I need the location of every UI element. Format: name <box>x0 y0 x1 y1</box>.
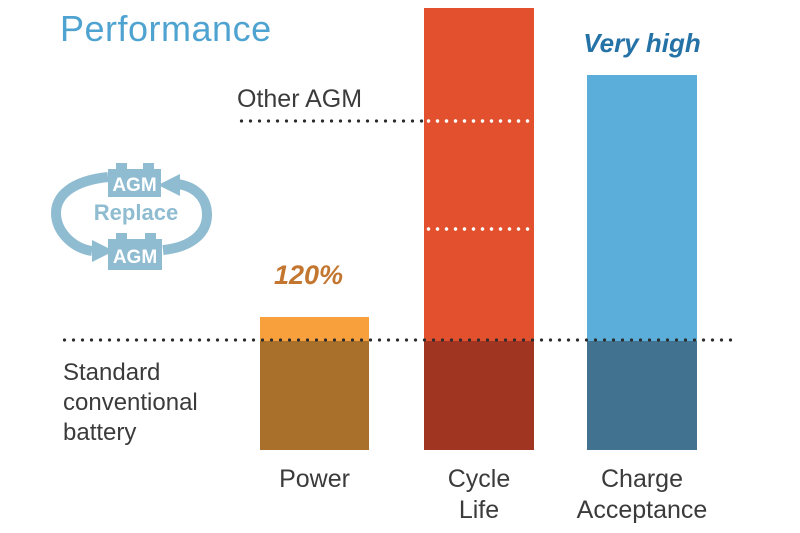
top-battery-icon: AGM <box>108 163 161 197</box>
other-agm-reference-line <box>237 119 424 123</box>
x-label-charge-acceptance: Charge Acceptance <box>576 465 708 524</box>
agm-replace-cycle-icon: AGM Replace AGM <box>50 163 213 270</box>
bar-power <box>260 317 369 450</box>
bar-charge-acceptance-below-baseline <box>587 341 697 450</box>
other-agm-label: Other AGM <box>237 85 363 113</box>
bottom-battery-icon: AGM <box>108 233 162 270</box>
bottom-battery-label: AGM <box>113 247 157 268</box>
cycle-arrow-right-icon <box>158 174 213 255</box>
x-label-power: Power <box>279 465 350 493</box>
bar-cycle-life-above-baseline <box>424 8 534 341</box>
cycle-arrow-left-icon <box>50 172 114 262</box>
bar-cycle-life-below-baseline <box>424 341 534 450</box>
bar-charge-acceptance <box>587 75 697 450</box>
x-label-cycle-life: Cycle Life <box>447 465 511 524</box>
page-title: Performance <box>60 8 272 49</box>
baseline-label-line3: battery <box>63 419 137 446</box>
bar-power-above-baseline <box>260 317 369 341</box>
baseline-dotted-line <box>60 338 734 342</box>
mid-reference-line-on-bar <box>424 227 534 231</box>
top-battery-label: AGM <box>112 175 156 196</box>
other-agm-reference-line-on-bar <box>424 119 534 123</box>
bar-power-below-baseline <box>260 341 369 450</box>
bar-charge-acceptance-above-baseline <box>587 75 697 341</box>
charge-value-label: Very high <box>583 28 701 58</box>
bar-cycle-life <box>424 8 534 450</box>
baseline-label-line2: conventional <box>63 389 198 416</box>
baseline-label: Standard conventional battery <box>63 358 198 448</box>
power-value-label: 120% <box>273 260 344 290</box>
replace-label: Replace <box>94 200 178 225</box>
baseline-label-line1: Standard <box>63 359 161 386</box>
